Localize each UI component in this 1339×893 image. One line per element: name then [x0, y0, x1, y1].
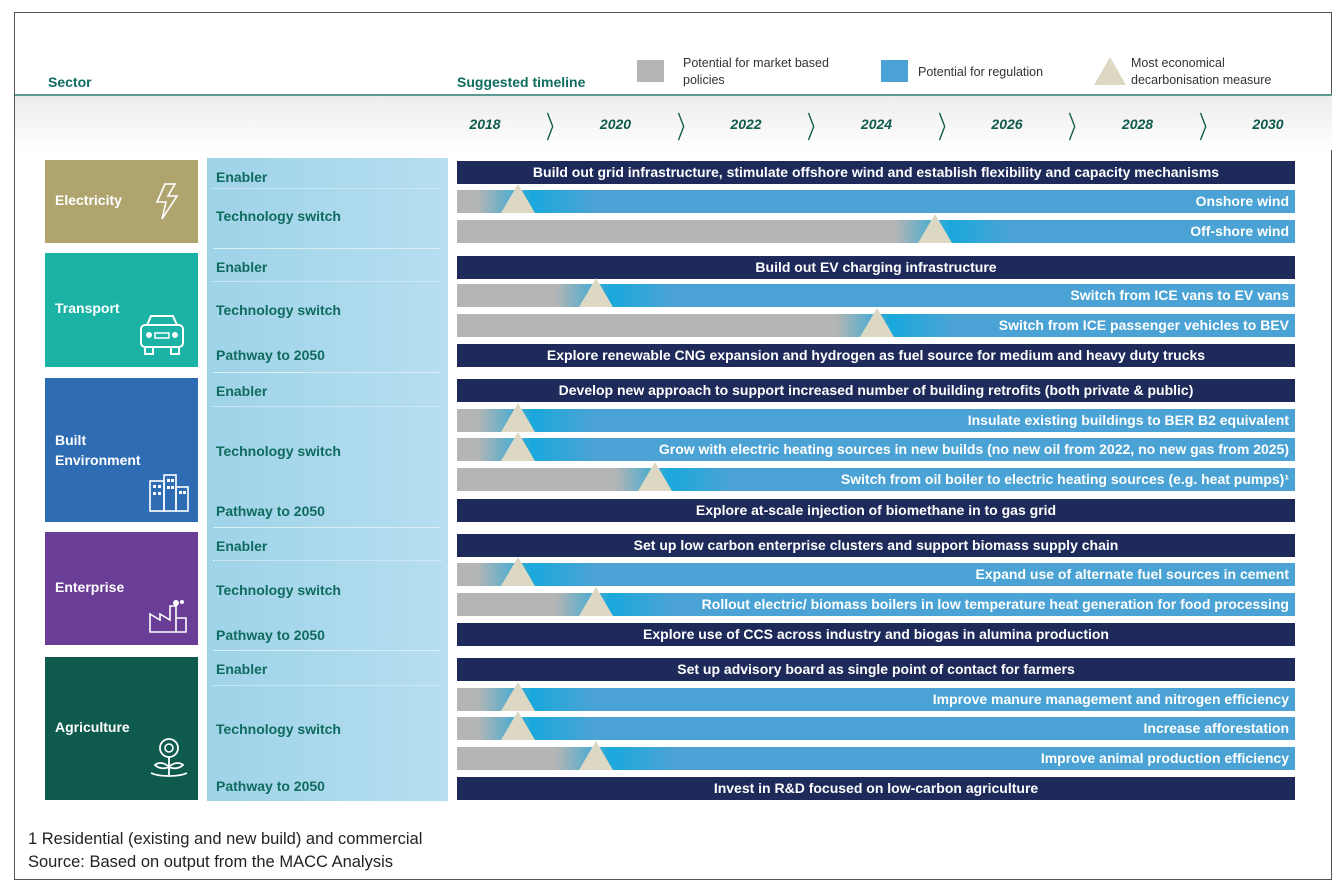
enabler-bar: Develop new approach to support increase…	[457, 379, 1295, 402]
header-rule	[15, 94, 1332, 96]
year-label: 2022	[730, 116, 762, 132]
divider	[213, 406, 441, 407]
enabler-bar: Explore at-scale injection of biomethane…	[457, 499, 1295, 522]
sector-name: Transport	[55, 300, 120, 316]
chevron-right-icon: 〉	[676, 112, 695, 145]
category-label: Pathway to 2050	[216, 503, 325, 519]
category-label: Enabler	[216, 383, 268, 399]
chevron-right-icon: 〉	[937, 112, 956, 145]
legend-swatch-market	[637, 60, 664, 82]
divider	[213, 685, 441, 686]
technology-switch-bar: Insulate existing buildings to BER B2 eq…	[457, 409, 1295, 432]
year-label: 2026	[991, 116, 1023, 132]
technology-switch-bar: Onshore wind	[457, 190, 1295, 213]
divider	[213, 560, 441, 561]
technology-switch-bar: Switch from oil boiler to electric heati…	[457, 468, 1295, 491]
chevron-right-icon: 〉	[807, 112, 825, 145]
sector-electricity: Electricity	[45, 160, 198, 243]
category-label: Enabler	[216, 538, 268, 554]
category-label: Enabler	[216, 661, 268, 677]
chevron-right-icon: 〉	[546, 112, 564, 145]
footnote: 1 Residential (existing and new build) a…	[28, 830, 423, 848]
technology-switch-bar: Expand use of alternate fuel sources in …	[457, 563, 1295, 586]
technology-switch-bar: Grow with electric heating sources in ne…	[457, 438, 1295, 461]
economical-measure-triangle-icon	[637, 462, 672, 491]
divider	[213, 281, 441, 282]
chevron-right-icon: 〉	[1198, 112, 1217, 145]
sector-agriculture: Agriculture	[45, 657, 198, 800]
sector-name: Agriculture	[55, 718, 130, 735]
year-label: 2030	[1252, 116, 1284, 132]
technology-switch-bar: Improve manure management and nitrogen e…	[457, 688, 1295, 711]
economical-measure-triangle-icon	[500, 432, 535, 461]
enabler-bar: Invest in R&D focused on low-carbon agri…	[457, 777, 1295, 800]
legend-market: Potential for market based policies	[683, 56, 829, 87]
technology-switch-bar: Off-shore wind	[457, 220, 1295, 243]
economical-measure-triangle-icon	[578, 741, 613, 770]
economical-measure-triangle-icon	[500, 682, 535, 711]
category-label: Enabler	[216, 169, 268, 185]
enabler-bar: Explore renewable CNG expansion and hydr…	[457, 344, 1295, 367]
category-label: Pathway to 2050	[216, 778, 325, 794]
technology-switch-bar: Rollout electric/ biomass boilers in low…	[457, 593, 1295, 616]
chevron-right-icon: 〉	[1068, 112, 1086, 145]
economical-measure-triangle-icon	[918, 214, 953, 243]
sector-built-environment: Built Environment	[45, 378, 198, 522]
divider	[213, 188, 441, 189]
legend-economical: Most economical decarbonisation measure	[1131, 56, 1272, 87]
divider	[213, 650, 441, 651]
enabler-bar: Build out grid infrastructure, stimulate…	[457, 161, 1295, 184]
technology-switch-bar: Increase afforestation	[457, 717, 1295, 740]
source-note: Source: Based on output from the MACC An…	[28, 853, 394, 871]
year-label: 2018	[469, 116, 501, 132]
economical-measure-triangle-icon	[500, 711, 535, 740]
economical-measure-triangle-icon	[578, 278, 613, 307]
economical-measure-triangle-icon	[578, 587, 613, 616]
timeline-header: Suggested timeline	[457, 74, 586, 90]
category-label: Pathway to 2050	[216, 627, 325, 643]
sector-transport: Transport	[45, 253, 198, 367]
sector-header: Sector	[48, 74, 92, 90]
timeline-band	[15, 96, 1332, 150]
category-label: Technology switch	[216, 721, 341, 737]
economical-measure-triangle-icon	[500, 184, 535, 213]
technology-switch-bar: Improve animal production efficiency	[457, 747, 1295, 770]
year-label: 2024	[860, 116, 893, 132]
divider	[213, 372, 441, 373]
category-label: Technology switch	[216, 208, 341, 224]
divider	[213, 527, 441, 528]
enabler-bar: Set up low carbon enterprise clusters an…	[457, 534, 1295, 557]
enabler-bar: Build out EV charging infrastructure	[457, 256, 1295, 279]
category-label: Enabler	[216, 259, 268, 275]
enabler-bar: Explore use of CCS across industry and b…	[457, 623, 1295, 646]
economical-measure-triangle-icon	[500, 557, 535, 586]
year-label: 2020	[599, 116, 632, 132]
sector-name: Enterprise	[55, 578, 125, 595]
enabler-bar: Set up advisory board as single point of…	[457, 658, 1295, 681]
category-label: Technology switch	[216, 302, 341, 318]
category-column	[207, 158, 448, 801]
legend-swatch-regulation	[881, 60, 908, 82]
sector-name: Built Environment	[55, 432, 141, 468]
category-label: Technology switch	[216, 582, 341, 598]
legend-regulation: Potential for regulation	[918, 65, 1044, 79]
year-label: 2028	[1121, 116, 1154, 132]
technology-switch-bar: Switch from ICE vans to EV vans	[457, 284, 1295, 307]
sector-name: Electricity	[55, 191, 122, 208]
category-label: Pathway to 2050	[216, 347, 325, 363]
economical-measure-triangle-icon	[500, 403, 535, 432]
figure-frame	[14, 12, 1332, 880]
legend-triangle-icon	[1094, 57, 1126, 85]
divider	[213, 248, 441, 249]
sector-enterprise: Enterprise	[45, 532, 198, 645]
economical-measure-triangle-icon	[859, 308, 894, 337]
category-label: Technology switch	[216, 443, 341, 459]
